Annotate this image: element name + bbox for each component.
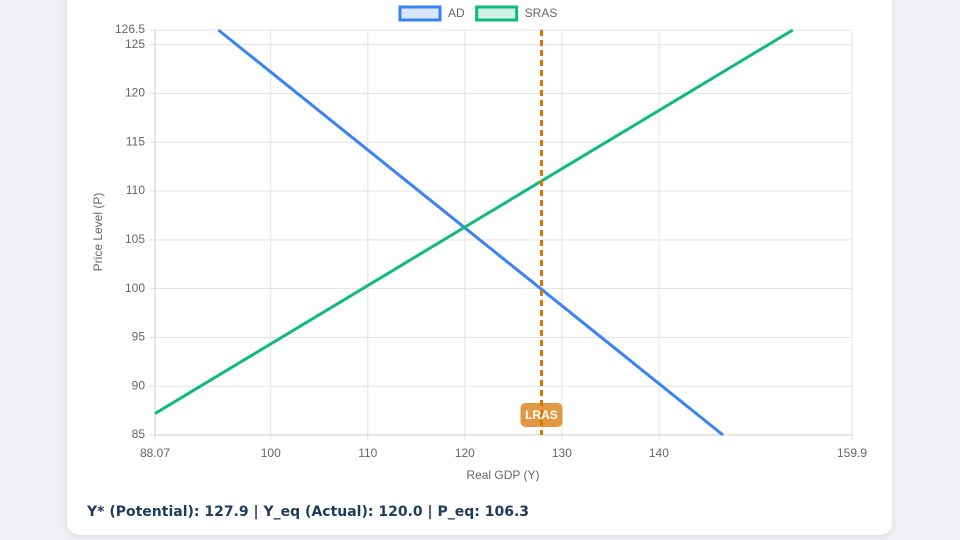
x-tick-label: 130 — [552, 446, 572, 460]
y-tick-label: 126.5 — [115, 22, 145, 36]
legend-label: SRAS — [525, 6, 558, 20]
x-tick-label: 120 — [455, 446, 475, 460]
y-tick-label: 105 — [125, 232, 145, 246]
series-line — [217, 28, 724, 437]
x-tick-label: 110 — [358, 446, 377, 460]
legend-swatch — [475, 5, 519, 22]
lras-label-box — [520, 403, 563, 427]
x-tick-label: 88.07 — [140, 446, 170, 460]
series-line — [154, 28, 794, 415]
legend-swatch — [398, 5, 442, 22]
x-tick-label: 140 — [649, 446, 669, 460]
y-tick-label: 125 — [125, 37, 145, 51]
y-tick-label: 85 — [132, 427, 146, 441]
x-axis-title: Real GDP (Y) — [466, 468, 539, 482]
y-tick-label: 110 — [126, 183, 145, 197]
y-tick-label: 120 — [125, 86, 145, 100]
lras-label: LRAS — [525, 408, 558, 422]
x-tick-label: 159.9 — [837, 446, 867, 460]
y-tick-label: 100 — [125, 281, 145, 295]
y-tick-label: 90 — [132, 378, 146, 392]
equilibrium-summary: Y* (Potential): 127.9 | Y_eq (Actual): 1… — [87, 504, 530, 520]
y-axis-title: Price Level (P) — [91, 193, 105, 272]
x-tick-label: 100 — [261, 446, 281, 460]
card — [67, 0, 892, 535]
y-tick-label: 115 — [126, 134, 145, 148]
y-tick-label: 95 — [132, 330, 146, 344]
legend-label: AD — [448, 6, 465, 20]
